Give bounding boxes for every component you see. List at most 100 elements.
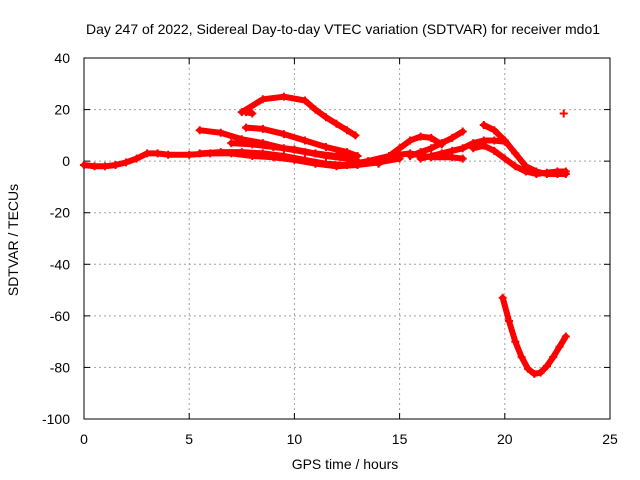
y-tick-label: -80 — [50, 359, 70, 375]
series-trace-5 — [242, 123, 362, 160]
data-point — [300, 155, 309, 164]
data-point — [279, 151, 288, 160]
data-point — [427, 151, 436, 160]
data-point — [448, 146, 457, 155]
data-point — [90, 162, 99, 171]
data-point — [511, 162, 520, 171]
x-axis-label: GPS time / hours — [292, 456, 399, 472]
data-point — [559, 109, 568, 118]
y-tick-label: 0 — [62, 153, 70, 169]
data-point — [448, 133, 457, 142]
data-point — [406, 136, 415, 145]
y-tick-label: 40 — [54, 50, 70, 66]
data-point — [530, 369, 539, 378]
data-point — [500, 154, 509, 163]
data-point — [437, 139, 446, 148]
data-point — [216, 148, 225, 157]
data-point — [269, 142, 278, 151]
data-point — [536, 368, 545, 377]
data-point — [395, 144, 404, 153]
y-tick-label: 20 — [54, 102, 70, 118]
data-point — [523, 364, 532, 373]
data-point — [216, 128, 225, 137]
y-tick-label: -40 — [50, 256, 70, 272]
data-point — [349, 151, 358, 160]
data-point — [416, 154, 425, 163]
data-point — [300, 136, 309, 145]
data-point — [164, 150, 173, 159]
series-trace-7 — [242, 108, 257, 118]
data-point — [553, 167, 562, 176]
series-trace-12 — [469, 141, 570, 179]
data-point — [258, 95, 267, 104]
series-trace-8 — [374, 132, 446, 168]
data-point — [427, 144, 436, 153]
data-point — [132, 154, 141, 163]
data-point — [406, 151, 415, 160]
data-point — [542, 168, 551, 177]
data-point — [185, 150, 194, 159]
data-point — [237, 148, 246, 157]
grid — [84, 58, 610, 419]
data-point — [242, 123, 251, 132]
data-point — [490, 126, 499, 135]
x-tick-label: 25 — [602, 431, 618, 447]
data-point — [332, 151, 341, 160]
data-point — [555, 342, 564, 351]
data-point — [511, 337, 520, 346]
data-point — [311, 105, 320, 114]
data-point — [364, 157, 373, 166]
data-point — [500, 136, 509, 145]
data-point — [505, 317, 514, 326]
data-point — [258, 149, 267, 158]
data-point — [542, 362, 551, 371]
data-point — [549, 353, 558, 362]
data-point — [195, 126, 204, 135]
data-point — [122, 158, 131, 167]
series-trail — [470, 142, 569, 177]
plot-frame — [83, 57, 611, 420]
data-point — [385, 151, 394, 160]
y-tick-label: -100 — [42, 411, 70, 427]
data-point — [101, 162, 110, 171]
series-trace-13 — [559, 109, 568, 118]
data-point — [458, 154, 467, 163]
data-point — [311, 149, 320, 158]
data-point — [321, 113, 330, 122]
data-point — [437, 149, 446, 158]
y-axis-label: SDTVAR / TECUs — [5, 184, 21, 296]
data-point — [279, 130, 288, 139]
data-point — [332, 119, 341, 128]
data-point — [479, 141, 488, 150]
data-points — [80, 92, 570, 378]
data-point — [321, 159, 330, 168]
series-trace-14 — [498, 293, 570, 378]
data-point — [351, 131, 360, 140]
x-tick-label: 15 — [392, 431, 408, 447]
data-point — [195, 149, 204, 158]
data-point — [300, 96, 309, 105]
data-point — [258, 124, 267, 133]
data-point — [490, 136, 499, 145]
data-point — [80, 161, 88, 170]
data-point — [153, 149, 162, 158]
x-tick-label: 0 — [80, 431, 88, 447]
y-tick-label: -20 — [50, 205, 70, 221]
y-tick-label: -60 — [50, 308, 70, 324]
x-tick-label: 10 — [287, 431, 303, 447]
data-point — [343, 126, 351, 135]
chart-title: Day 247 of 2022, Sidereal Day-to-day VTE… — [86, 21, 600, 37]
data-point — [227, 139, 236, 148]
data-point — [248, 109, 257, 118]
data-point — [498, 293, 507, 302]
series-trace-6 — [227, 139, 358, 160]
data-point — [511, 149, 520, 158]
data-point — [521, 167, 530, 176]
x-tick-label: 5 — [185, 431, 193, 447]
data-point — [416, 132, 425, 141]
data-point — [143, 149, 152, 158]
data-point — [290, 145, 299, 154]
axis-ticks: 0 5 10 15 20 25 -100 -80 -60 -40 -20 0 20 40 — [42, 50, 618, 447]
